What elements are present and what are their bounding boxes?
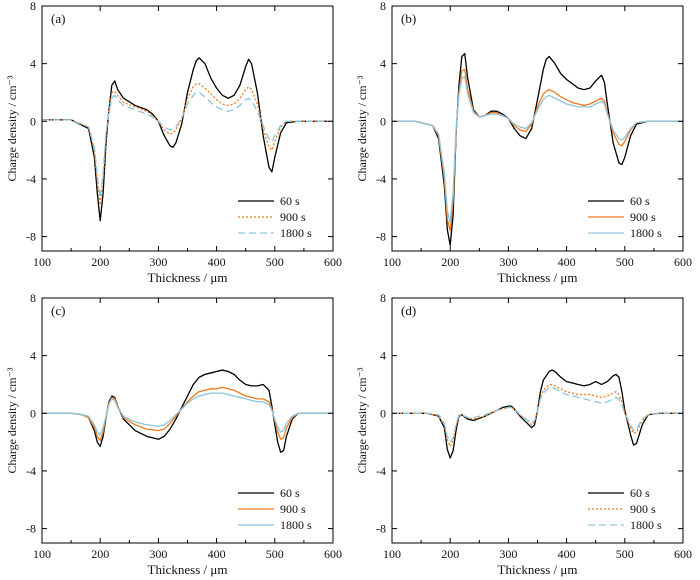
x-axis-label: Thickness / μm (498, 562, 578, 577)
panel-label: (a) (51, 11, 65, 26)
x-axis-label: Thickness / μm (498, 270, 578, 285)
x-tick-label: 200 (441, 547, 459, 561)
legend-label-1: 60 s (630, 486, 650, 500)
series-line-3 (392, 75, 683, 223)
series-line-3 (42, 91, 333, 199)
legend-label-3: 1800 s (630, 518, 662, 532)
y-tick-label: 4 (380, 349, 386, 363)
x-tick-label: 200 (91, 255, 109, 269)
x-tick-label: 400 (558, 547, 576, 561)
y-tick-label: -8 (26, 230, 36, 244)
series-line-1 (392, 369, 683, 459)
x-tick-label: 500 (266, 255, 284, 269)
chart-panel-4: 100 200 300 400 500 600 -8 -4 0 4 8 Thickness / μm C… (355, 292, 692, 577)
x-tick-label: 500 (616, 547, 634, 561)
y-tick-label: -4 (26, 172, 36, 186)
series-line-2 (42, 83, 333, 206)
x-axis-label: Thickness / μm (148, 270, 228, 285)
legend-label-2: 900 s (630, 502, 656, 516)
x-tick-label: 600 (324, 547, 342, 561)
y-tick-label: -8 (376, 230, 386, 244)
series-line-3 (392, 386, 683, 443)
x-tick-label: 200 (91, 547, 109, 561)
legend-label-2: 900 s (280, 210, 306, 224)
x-tick-label: 100 (383, 255, 401, 269)
x-tick-label: 400 (558, 255, 576, 269)
chart-panel-2: 100 200 300 400 500 600 -8 -4 0 4 8 Thickness / μm C… (355, 0, 692, 285)
panel-label: (c) (51, 303, 65, 318)
legend-label-3: 1800 s (630, 226, 662, 240)
y-axis-label: Charge density / cm⁻³ (5, 367, 19, 473)
y-axis-label: Charge density / cm⁻³ (5, 75, 19, 181)
legend-label-2: 900 s (630, 210, 656, 224)
series-line-1 (42, 369, 333, 453)
y-tick-label: 0 (30, 406, 36, 420)
legend-label-1: 60 s (630, 194, 650, 208)
y-tick-label: -4 (376, 464, 386, 478)
panel-label: (b) (401, 11, 416, 26)
legend-label-3: 1800 s (280, 226, 312, 240)
y-tick-label: -8 (26, 522, 36, 536)
legend-label-1: 60 s (280, 486, 300, 500)
x-tick-label: 100 (33, 255, 51, 269)
panel-label: (d) (401, 303, 416, 318)
x-axis-label: Thickness / μm (148, 562, 228, 577)
y-tick-label: -8 (376, 522, 386, 536)
y-tick-label: -4 (376, 172, 386, 186)
x-tick-label: 100 (33, 547, 51, 561)
series-line-2 (392, 383, 683, 448)
y-tick-label: 8 (30, 292, 36, 305)
x-tick-label: 300 (149, 547, 167, 561)
y-tick-label: 0 (380, 114, 386, 128)
x-tick-label: 300 (499, 547, 517, 561)
y-axis-label: Charge density / cm⁻³ (355, 75, 369, 181)
y-tick-label: 4 (380, 57, 386, 71)
x-tick-label: 400 (208, 547, 226, 561)
x-tick-label: 600 (674, 255, 692, 269)
legend-label-3: 1800 s (280, 518, 312, 532)
y-tick-label: -4 (26, 464, 36, 478)
x-tick-label: 300 (149, 255, 167, 269)
chart-panel-3: 100 200 300 400 500 600 -8 -4 0 4 8 Thickness / μm C… (5, 292, 342, 577)
x-tick-label: 300 (499, 255, 517, 269)
chart-panel-1: 100 200 300 400 500 600 -8 -4 0 4 8 Thickness / μm C… (5, 0, 342, 285)
y-tick-label: 8 (30, 0, 36, 13)
series-line-3 (42, 392, 333, 436)
y-tick-label: 4 (30, 57, 36, 71)
x-tick-label: 400 (208, 255, 226, 269)
y-tick-label: 0 (30, 114, 36, 128)
x-tick-label: 600 (674, 547, 692, 561)
y-tick-label: 8 (380, 292, 386, 305)
y-tick-label: 8 (380, 0, 386, 13)
y-tick-label: 4 (30, 349, 36, 363)
legend-label-2: 900 s (280, 502, 306, 516)
x-tick-label: 200 (441, 255, 459, 269)
y-tick-label: 0 (380, 406, 386, 420)
x-tick-label: 500 (616, 255, 634, 269)
y-axis-label: Charge density / cm⁻³ (355, 367, 369, 473)
legend-label-1: 60 s (280, 194, 300, 208)
x-tick-label: 600 (324, 255, 342, 269)
x-tick-label: 500 (266, 547, 284, 561)
x-tick-label: 100 (383, 547, 401, 561)
